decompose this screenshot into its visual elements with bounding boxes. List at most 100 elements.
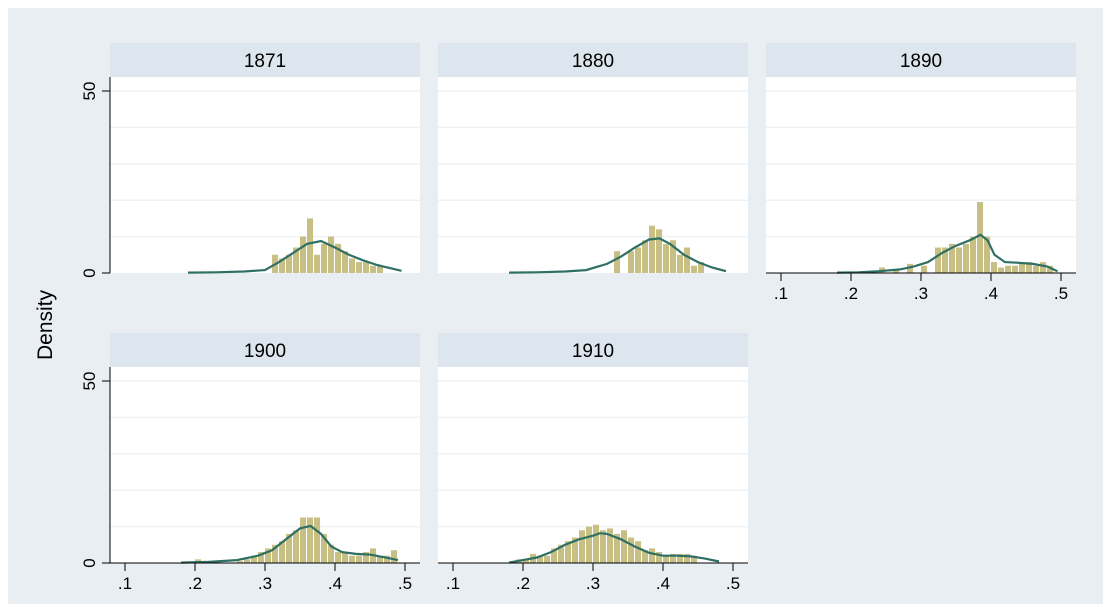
panel-plot-area (110, 77, 420, 273)
histogram-bar (642, 550, 649, 563)
histogram-bar (970, 236, 977, 273)
histogram-bar (649, 225, 656, 273)
histogram-bar (1033, 265, 1040, 273)
histogram-bar (642, 240, 649, 273)
histogram-bar (1012, 265, 1019, 273)
histogram-bar (956, 247, 963, 273)
histogram-bar (307, 517, 314, 563)
histogram-bar (684, 553, 691, 563)
histogram-bar (384, 555, 391, 563)
histogram-bar (321, 243, 328, 273)
histogram-bar (391, 550, 398, 563)
histogram-bar (551, 548, 558, 563)
histogram-bar (907, 263, 914, 273)
histogram-bar (684, 247, 691, 273)
histogram-bar (349, 555, 356, 563)
x-tick-label: .1 (774, 284, 788, 303)
histogram-bar (991, 262, 998, 273)
histogram-bar (356, 555, 363, 563)
histogram-bar (558, 544, 565, 563)
x-tick-label: .2 (516, 574, 530, 593)
panel-plot-area (766, 77, 1076, 273)
histogram-bar (314, 254, 321, 273)
histogram-bar (537, 555, 544, 563)
x-tick-label: .4 (984, 284, 998, 303)
x-tick-label: .5 (398, 574, 412, 593)
histogram-bar (1047, 265, 1054, 273)
panel-1900: 1900 0 50 .1 .2 .3 .4 .5 (80, 333, 420, 593)
kde-line (836, 233, 1058, 274)
y-tick-label: 0 (80, 268, 99, 277)
histogram-bar (628, 537, 635, 563)
x-tick-label: .3 (586, 574, 600, 593)
histogram-bar (579, 530, 586, 563)
histogram-bar (677, 254, 684, 273)
panel-title: 1900 (244, 341, 286, 362)
histogram-bar (565, 541, 572, 563)
histogram-bar (1019, 262, 1026, 273)
histogram-bar (656, 229, 663, 273)
x-tick-label: .4 (656, 574, 670, 593)
panel-plot-area (438, 77, 748, 273)
x-tick-label: .2 (188, 574, 202, 593)
y-tick-label: 0 (80, 558, 99, 567)
histogram-bar (293, 530, 300, 563)
histogram-bar (265, 548, 272, 563)
histogram-bar (663, 555, 670, 563)
histogram-bar (963, 243, 970, 273)
histogram-bar (628, 251, 635, 273)
kde-line (508, 532, 720, 564)
panel-title: 1890 (900, 51, 942, 72)
histogram-bar (921, 265, 928, 273)
histogram-bar (335, 243, 342, 273)
histogram-bar (251, 555, 258, 563)
x-tick-label: .3 (258, 574, 272, 593)
histogram-bar (935, 247, 942, 273)
panel-title: 1871 (244, 51, 286, 72)
histogram-bar (314, 517, 321, 563)
histogram-bar (691, 555, 698, 563)
histogram-bar (237, 561, 244, 563)
x-tick-label: .5 (1054, 284, 1068, 303)
histogram-bar (949, 243, 956, 273)
panel-strip (438, 43, 748, 77)
panel-1871: 1871 0 50 (80, 43, 420, 278)
histogram-bar (279, 258, 286, 273)
histogram-bar (614, 251, 621, 273)
histogram-bar (691, 265, 698, 273)
panel-strip (110, 333, 420, 367)
histogram-bar (663, 243, 670, 273)
histogram-bar (893, 269, 900, 273)
histogram-bar (572, 537, 579, 563)
histogram-bar (335, 552, 342, 563)
y-axis-title: Density (34, 289, 57, 360)
histogram-bar (307, 218, 314, 273)
histogram-bar (670, 240, 677, 273)
panel-title: 1910 (572, 341, 614, 362)
kde-line (180, 524, 399, 564)
histogram-bar (370, 265, 377, 273)
panel-title: 1880 (572, 51, 614, 72)
histogram-bar (363, 552, 370, 563)
x-tick-label: .4 (328, 574, 342, 593)
x-tick-label: .3 (914, 284, 928, 303)
histogram-bar (670, 553, 677, 563)
panel-strip (766, 43, 1076, 77)
x-tick-label: .1 (118, 574, 132, 593)
histogram-bar (998, 267, 1005, 273)
histogram-bar (377, 555, 384, 563)
kde-line (508, 237, 727, 274)
panel-1910: 1910 .1 .2 .3 .4 .5 (438, 333, 748, 593)
y-tick-label: 50 (80, 82, 99, 101)
x-tick-label: .5 (726, 574, 740, 593)
panel-1880: 1880 (438, 43, 748, 274)
histogram-bar (656, 552, 663, 563)
histogram-bar (649, 548, 656, 563)
histogram-bar (593, 524, 600, 563)
histogram-bar (286, 533, 293, 563)
histogram-bar (621, 530, 628, 563)
histogram-bar (586, 526, 593, 563)
x-tick-label: .2 (844, 284, 858, 303)
panel-strip (110, 43, 420, 77)
